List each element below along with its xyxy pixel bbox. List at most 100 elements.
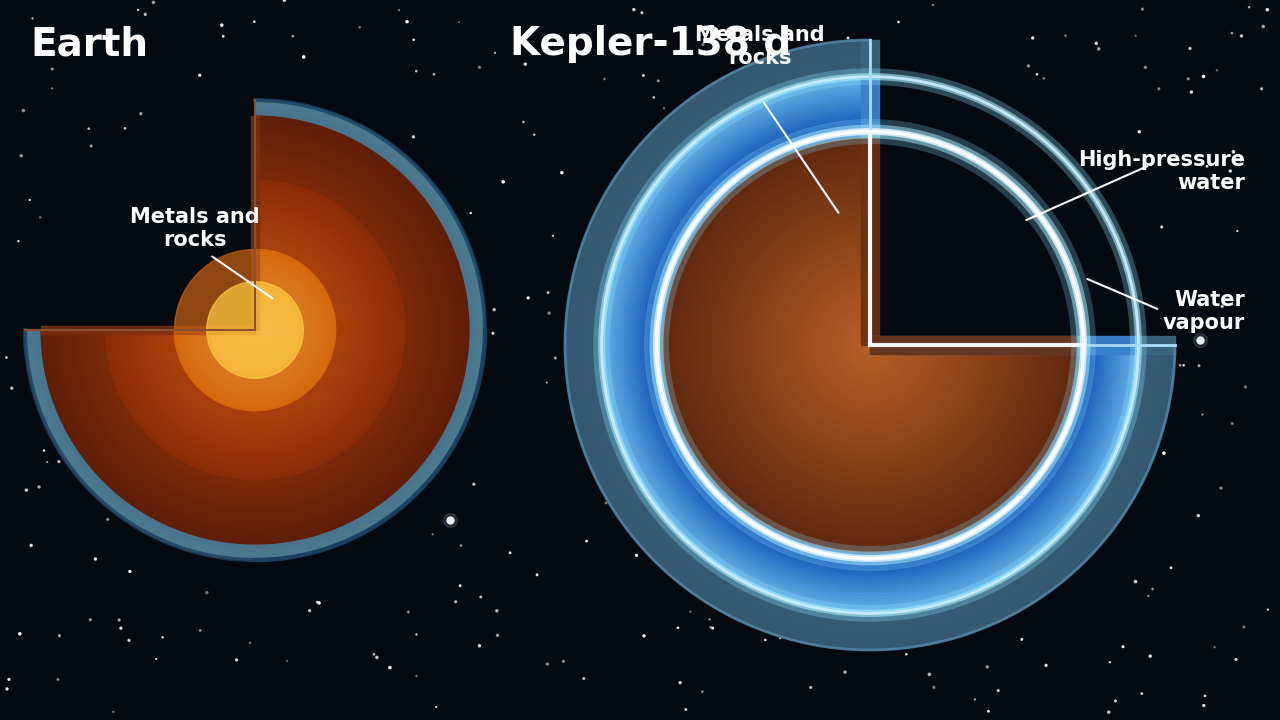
Circle shape [241,315,269,344]
Circle shape [818,293,922,397]
Circle shape [751,226,989,464]
Point [50,434,70,446]
Circle shape [808,283,932,408]
Point [685,513,705,524]
Point [329,269,349,281]
Circle shape [833,309,906,382]
Circle shape [102,178,407,482]
Point [216,443,237,454]
Point [1178,73,1198,84]
Point [143,0,164,8]
Point [645,428,666,440]
Circle shape [137,212,372,448]
Point [1193,700,1213,711]
Circle shape [111,186,398,474]
Point [553,656,573,667]
Circle shape [125,201,384,459]
Circle shape [215,289,296,370]
Circle shape [792,267,947,423]
Circle shape [800,275,940,415]
Circle shape [836,311,904,379]
Ellipse shape [152,200,238,260]
Circle shape [229,305,280,356]
Point [773,144,794,156]
Circle shape [637,112,1102,577]
Point [1181,86,1202,98]
Point [379,503,399,515]
Circle shape [228,302,283,358]
Point [276,655,297,667]
Point [902,268,923,279]
Circle shape [582,57,1158,633]
Point [1010,494,1030,505]
Circle shape [212,287,298,373]
Circle shape [212,287,297,372]
Circle shape [242,318,268,343]
Point [653,544,673,555]
Point [595,498,616,509]
Circle shape [684,158,1057,531]
Circle shape [644,118,1097,572]
Circle shape [206,282,303,378]
Point [835,667,855,678]
Point [449,580,470,591]
Point [413,387,434,398]
Circle shape [815,291,924,400]
Circle shape [200,275,310,385]
Point [239,637,260,649]
Circle shape [223,297,288,362]
Circle shape [31,106,479,554]
Point [1142,583,1162,595]
Circle shape [189,264,321,396]
Circle shape [849,324,891,366]
Circle shape [620,94,1120,595]
Point [609,224,630,235]
Point [436,373,457,384]
Circle shape [109,184,402,477]
Point [1051,177,1071,189]
Circle shape [206,281,303,379]
Point [927,351,947,362]
Point [648,75,668,86]
Point [1112,641,1133,652]
Point [1027,68,1047,80]
Point [19,194,40,206]
Point [196,217,216,229]
Point [320,258,340,270]
Point [957,122,978,133]
Point [1036,660,1056,671]
Point [1060,463,1080,474]
Point [375,230,396,242]
Point [1170,359,1190,371]
Circle shape [243,318,266,342]
Text: Kepler-138 d: Kepler-138 d [509,25,791,63]
Point [99,368,119,379]
Point [175,317,196,328]
Circle shape [741,216,998,474]
Point [570,324,590,336]
Circle shape [147,222,362,437]
Circle shape [192,267,317,393]
Point [824,262,845,274]
Point [995,318,1015,330]
Circle shape [250,325,260,335]
Circle shape [183,258,326,402]
Circle shape [236,310,275,350]
Circle shape [616,91,1124,599]
Circle shape [86,161,425,500]
Circle shape [74,149,436,511]
Point [461,365,481,377]
Ellipse shape [165,209,225,251]
Circle shape [152,228,357,432]
Point [300,424,320,436]
Circle shape [690,166,1050,525]
Circle shape [823,298,916,392]
Point [1153,447,1174,459]
Ellipse shape [691,195,888,255]
Circle shape [244,320,265,340]
Circle shape [841,317,899,374]
Point [765,627,786,639]
Point [1190,334,1211,346]
Point [1092,518,1112,529]
Point [110,623,131,634]
